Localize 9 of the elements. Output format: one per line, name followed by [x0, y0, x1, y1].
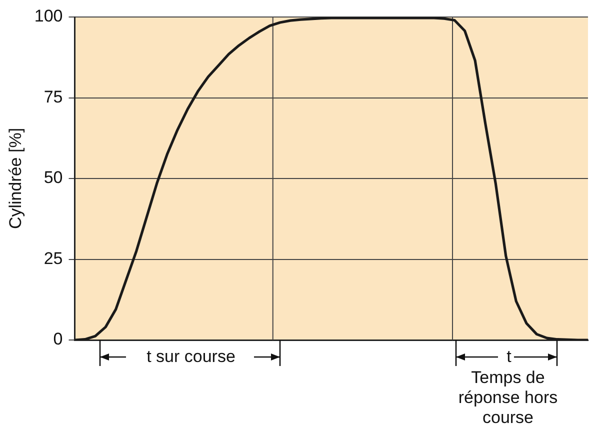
- y-axis-title: Cylindrée [%]: [6, 128, 25, 230]
- text: Temps de réponse hors course: [457, 368, 559, 428]
- text: t: [506, 347, 512, 367]
- y-tick-label: 100: [34, 6, 63, 26]
- text: t sur course: [146, 347, 236, 367]
- y-tick-label: 0: [53, 330, 63, 349]
- y-tick-label: 75: [44, 87, 63, 106]
- y-tick-label: 25: [44, 248, 63, 268]
- y-tick-label: 50: [44, 168, 63, 188]
